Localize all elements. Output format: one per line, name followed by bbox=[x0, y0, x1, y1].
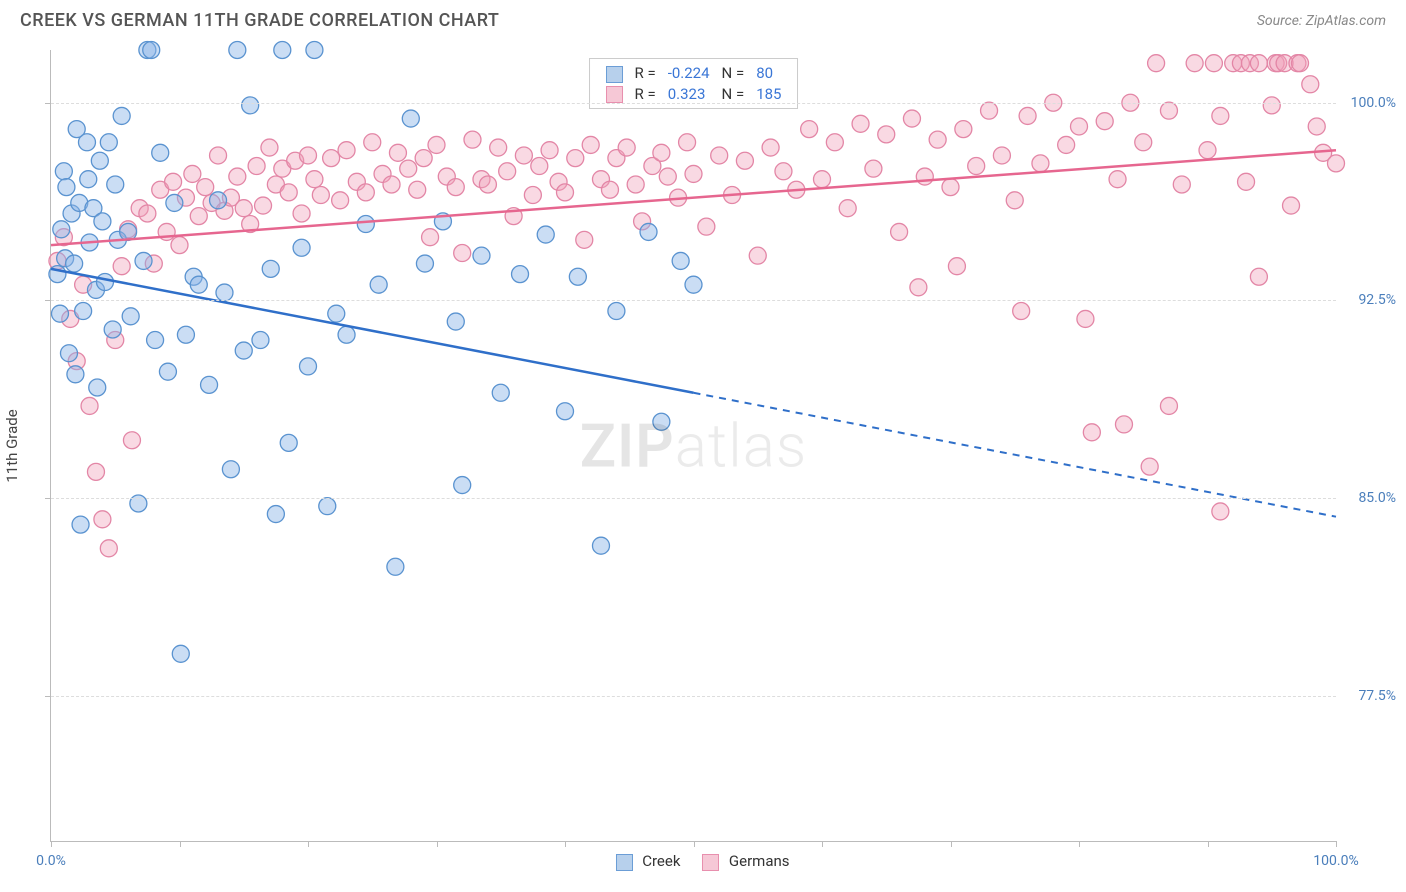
legend-n-label: N = bbox=[716, 63, 751, 84]
chart-source: Source: ZipAtlas.com bbox=[1257, 13, 1386, 29]
legend-r-value-german: 0.323 bbox=[662, 84, 716, 105]
legend-n-label: N = bbox=[716, 84, 751, 105]
y-axis-label: 11th Grade bbox=[3, 409, 21, 482]
legend-r-label: R = bbox=[629, 63, 662, 84]
legend-row-german: R = 0.323 N = 185 bbox=[600, 84, 788, 105]
legend-swatch-german-icon bbox=[702, 854, 719, 871]
legend-label-creek: Creek bbox=[642, 852, 680, 870]
y-tick-label: 92.5% bbox=[1358, 292, 1396, 308]
y-tick-label: 77.5% bbox=[1358, 688, 1396, 704]
chart-title: CREEK VS GERMAN 11TH GRADE CORRELATION C… bbox=[20, 10, 499, 31]
correlation-legend-table: R = -0.224 N = 80 R = 0.323 N = 185 bbox=[600, 63, 788, 104]
series-legend: Creek Germans bbox=[597, 852, 789, 871]
legend-r-value-creek: -0.224 bbox=[662, 63, 716, 84]
legend-r-label: R = bbox=[629, 84, 662, 105]
legend-swatch-creek bbox=[606, 66, 623, 83]
legend-n-value-german: 185 bbox=[750, 84, 787, 105]
x-tick-label-min: 0.0% bbox=[36, 853, 66, 869]
y-tick-label: 100.0% bbox=[1351, 95, 1396, 111]
legend-n-value-creek: 80 bbox=[750, 63, 787, 84]
legend-swatch-german bbox=[606, 86, 623, 103]
chart-plot-area: ZIPatlas R = -0.224 N = 80 R = 0.323 N =… bbox=[50, 50, 1336, 842]
y-tick-label: 85.0% bbox=[1358, 490, 1396, 506]
legend-swatch-creek-icon bbox=[615, 854, 632, 871]
scatter-plot-svg bbox=[51, 50, 1336, 841]
chart-container: CREEK VS GERMAN 11TH GRADE CORRELATION C… bbox=[0, 0, 1406, 892]
chart-header: CREEK VS GERMAN 11TH GRADE CORRELATION C… bbox=[0, 0, 1406, 37]
x-tick-label-max: 100.0% bbox=[1313, 853, 1358, 869]
legend-row-creek: R = -0.224 N = 80 bbox=[600, 63, 788, 84]
correlation-legend: R = -0.224 N = 80 R = 0.323 N = 185 bbox=[589, 58, 799, 109]
legend-label-german: Germans bbox=[729, 852, 790, 870]
